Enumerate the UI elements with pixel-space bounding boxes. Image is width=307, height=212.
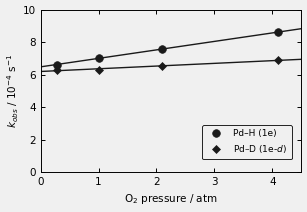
Pd–D (1e-$d$): [161, 65, 164, 68]
X-axis label: O$_2$ pressure / atm: O$_2$ pressure / atm: [124, 192, 218, 206]
Pd–D (1e-$d$): [97, 68, 100, 71]
Pd–H (1e): [55, 64, 59, 66]
Line: Pd–D (1e-$d$): Pd–D (1e-$d$): [54, 57, 282, 73]
Y-axis label: $k_{obs}$ / 10$^{-4}$ s$^{-1}$: $k_{obs}$ / 10$^{-4}$ s$^{-1}$: [6, 54, 21, 128]
Line: Pd–H (1e): Pd–H (1e): [53, 28, 282, 69]
Pd–H (1e): [276, 31, 280, 33]
Legend: Pd–H (1e), Pd–D (1e-$d$): Pd–H (1e), Pd–D (1e-$d$): [202, 125, 292, 159]
Pd–H (1e): [161, 47, 164, 50]
Pd–D (1e-$d$): [55, 68, 59, 71]
Pd–D (1e-$d$): [276, 59, 280, 61]
Pd–H (1e): [97, 57, 100, 60]
